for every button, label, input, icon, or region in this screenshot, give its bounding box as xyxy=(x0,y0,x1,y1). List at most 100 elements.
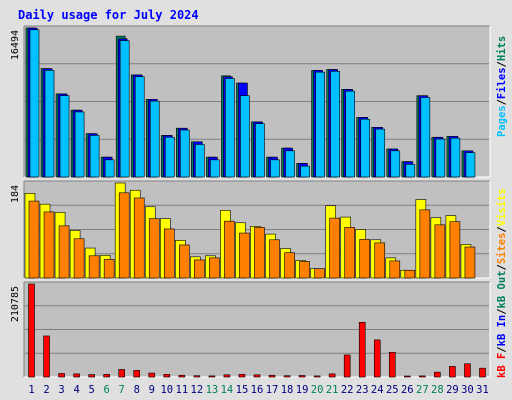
bar-kb-f-day-30 xyxy=(464,363,471,378)
bar-kb-f-day-3 xyxy=(58,373,65,378)
x-tick-label-6: 6 xyxy=(104,384,110,396)
bar-kb-f-day-18 xyxy=(283,375,291,378)
bar-kb-f-day-1 xyxy=(28,283,35,378)
bar-kb-f-day-13 xyxy=(208,375,216,378)
bar-pages-day-20 xyxy=(315,71,325,178)
bar-sites-day-17 xyxy=(269,239,280,279)
bar-kb-f-day-22 xyxy=(343,354,351,378)
bar-sites-day-1 xyxy=(28,200,40,279)
bar-kb-f-day-29 xyxy=(449,366,456,378)
bar-pages-day-10 xyxy=(164,136,175,178)
bar-pages-day-16 xyxy=(255,123,265,178)
bar-sites-day-12 xyxy=(194,259,205,279)
legend-item-kb-out: kB Out xyxy=(496,271,508,309)
bar-sites-day-7 xyxy=(118,192,130,279)
x-tick-label-28: 28 xyxy=(431,384,444,396)
panel-1: 16494 xyxy=(10,25,491,178)
bar-pages-day-17 xyxy=(270,159,280,178)
x-tick-label-11: 11 xyxy=(176,384,189,396)
x-tick-label-26: 26 xyxy=(401,384,414,396)
bar-kb-f-day-14 xyxy=(223,374,231,378)
bar-pages-day-4 xyxy=(74,111,85,178)
legend-item-files: Files xyxy=(496,67,508,99)
legend-item-pages: Pages xyxy=(496,105,508,137)
y-max-label: 210785 xyxy=(10,286,21,322)
bar-kb-f-day-15 xyxy=(238,374,246,378)
bar-kb-f-day-4 xyxy=(73,373,80,378)
bar-kb-f-day-23 xyxy=(358,321,366,378)
x-tick-label-4: 4 xyxy=(73,384,79,396)
bar-pages-day-3 xyxy=(59,95,70,178)
bar-pages-day-6 xyxy=(104,159,115,178)
bar-pages-day-25 xyxy=(390,150,401,178)
bar-sites-day-30 xyxy=(464,246,476,279)
bar-pages-day-1 xyxy=(29,29,40,178)
bar-sites-day-27 xyxy=(419,209,431,279)
bar-kb-f-day-31 xyxy=(479,367,486,378)
x-tick-label-14: 14 xyxy=(221,384,234,396)
panel-2: 184 xyxy=(10,180,491,279)
bar-kb-f-day-5 xyxy=(88,374,95,378)
bar-pages-day-7 xyxy=(119,40,130,178)
bar-pages-day-24 xyxy=(375,128,386,178)
bar-kb-f-day-28 xyxy=(434,371,441,378)
bar-kb-f-day-24 xyxy=(373,339,381,378)
bar-kb-f-day-21 xyxy=(328,373,336,378)
x-tick-label-2: 2 xyxy=(43,384,49,396)
bars-panel-1 xyxy=(25,27,476,178)
bars-panel-2 xyxy=(24,182,476,279)
traffic-legend: kB F/kB In/kB Out/Sites/Visits xyxy=(496,188,508,378)
bar-sites-day-22 xyxy=(344,227,355,279)
bar-pages-day-28 xyxy=(435,138,446,178)
legend-separator: / xyxy=(496,61,508,67)
bar-pages-day-18 xyxy=(285,150,295,178)
bar-sites-day-14 xyxy=(224,220,235,279)
bar-sites-day-10 xyxy=(163,228,175,279)
bar-sites-day-5 xyxy=(88,255,100,279)
bar-kb-f-day-12 xyxy=(193,375,201,378)
bar-kb-f-day-19 xyxy=(298,375,306,378)
bar-sites-day-28 xyxy=(434,224,446,279)
legend-separator: / xyxy=(496,346,508,352)
chart-title: Daily usage for July 2024 xyxy=(18,8,199,22)
y-max-label: 16494 xyxy=(10,30,21,60)
bar-kb-f-day-17 xyxy=(268,374,276,378)
bar-sites-day-9 xyxy=(148,218,160,279)
bar-sites-day-25 xyxy=(389,260,401,279)
bar-pages-day-23 xyxy=(360,118,371,178)
legend-item-kb-in: kB In xyxy=(496,315,508,347)
bar-pages-day-29 xyxy=(450,137,461,178)
bar-sites-day-15 xyxy=(239,232,250,279)
x-axis-labels: 1 2 3 4 5 6 7 8 9 10 11 12 13 14 15 16 17 18 19 20 21 22 23 24 2… xyxy=(28,384,488,396)
x-tick-label-5: 5 xyxy=(88,384,94,396)
bar-sites-day-2 xyxy=(43,211,55,279)
x-tick-label-3: 3 xyxy=(58,384,64,396)
bar-pages-day-15 xyxy=(240,95,250,178)
legend-separator: / xyxy=(496,264,508,270)
legend-item-visits: Visits xyxy=(496,188,508,226)
legend-separator: / xyxy=(496,226,508,232)
bar-pages-day-30 xyxy=(465,152,476,178)
panel-3: 210785 xyxy=(10,281,491,378)
bar-sites-day-13 xyxy=(209,257,220,279)
bar-kb-f-day-2 xyxy=(43,335,50,378)
x-tick-label-23: 23 xyxy=(356,384,369,396)
bar-kb-f-day-25 xyxy=(388,351,396,378)
bar-sites-day-21 xyxy=(329,217,340,279)
bar-kb-f-day-8 xyxy=(133,370,141,378)
bar-kb-f-day-6 xyxy=(103,374,110,378)
bar-kb-f-day-27 xyxy=(419,375,426,378)
x-tick-label-30: 30 xyxy=(461,384,474,396)
bar-pages-day-11 xyxy=(180,129,190,178)
bar-pages-day-13 xyxy=(210,159,220,178)
bar-kb-f-day-7 xyxy=(118,369,126,378)
legend-separator: / xyxy=(496,308,508,314)
bar-sites-day-3 xyxy=(58,225,70,279)
bar-pages-day-21 xyxy=(330,71,340,178)
bar-kb-f-day-10 xyxy=(163,374,171,378)
bar-pages-day-12 xyxy=(195,144,205,178)
x-tick-label-1: 1 xyxy=(28,384,34,396)
y-max-label: 184 xyxy=(10,185,21,203)
